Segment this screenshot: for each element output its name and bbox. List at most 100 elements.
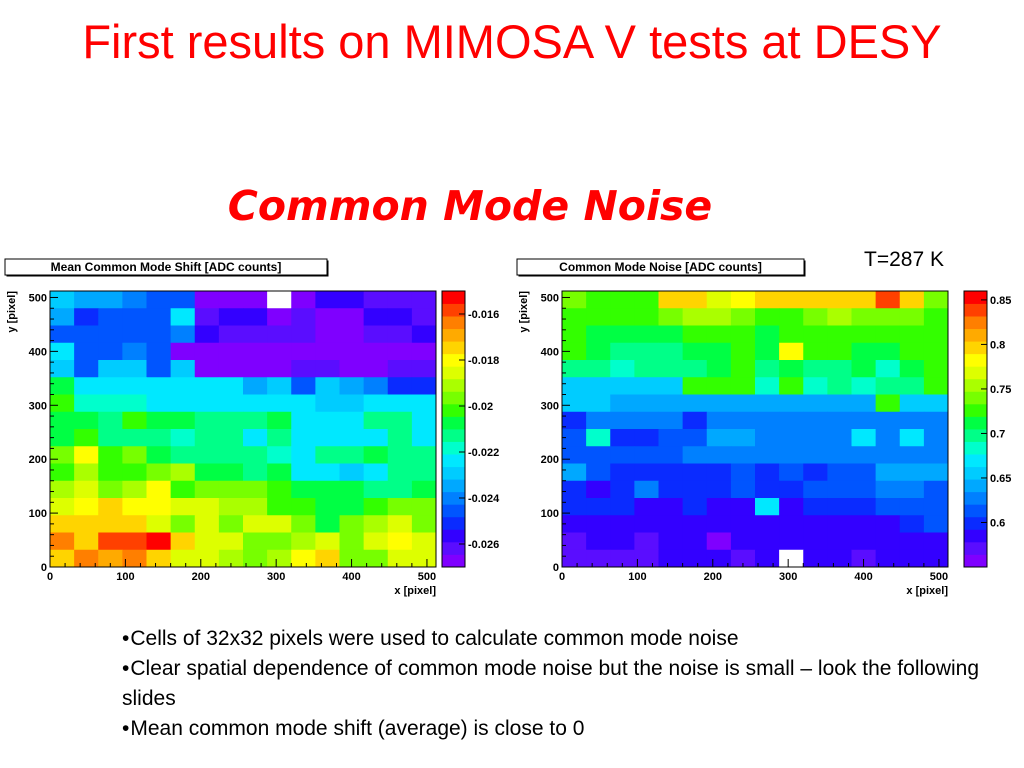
- heatmap-cell: [315, 411, 340, 430]
- y-tick-label: 100: [29, 508, 47, 520]
- heatmap-cell: [146, 377, 172, 395]
- heatmap-cell: [923, 429, 949, 447]
- heatmap-cell: [562, 411, 587, 430]
- heatmap-cell: [682, 429, 708, 447]
- palette-tick-label: -0.016: [468, 309, 499, 321]
- heatmap-cell: [267, 480, 292, 499]
- heatmap-cell: [755, 446, 780, 464]
- heatmap-cell: [363, 291, 389, 309]
- heatmap-cell: [803, 446, 828, 464]
- heatmap-cell: [122, 377, 147, 395]
- palette-tick-label: -0.024: [468, 493, 500, 505]
- heatmap-cell: [851, 342, 877, 361]
- heatmap-cell: [755, 429, 780, 447]
- bullet-list: •Cells of 32x32 pixels were used to calc…: [122, 624, 982, 744]
- heatmap-cell: [610, 515, 635, 533]
- palette-swatch: [964, 328, 987, 342]
- heatmap-cell: [98, 429, 123, 447]
- heatmap-cell: [610, 308, 635, 326]
- heatmap-cell: [50, 360, 75, 378]
- heatmap-cell: [875, 549, 901, 568]
- heatmap-cell: [610, 377, 635, 395]
- heatmap-cell: [730, 515, 756, 533]
- heatmap-cell: [146, 291, 172, 309]
- heatmap-cell: [586, 394, 611, 413]
- heatmap-cell: [875, 480, 901, 499]
- heatmap-cell: [122, 394, 147, 413]
- heatmap-cell: [610, 291, 635, 309]
- heatmap-cell: [363, 325, 389, 344]
- heatmap-cell: [634, 411, 659, 430]
- heatmap-cell: [243, 549, 268, 568]
- heatmap-cell: [682, 377, 708, 395]
- heatmap-cell: [755, 532, 780, 551]
- heatmap-cell: [267, 325, 292, 344]
- heatmap-cell: [851, 377, 877, 395]
- palette-swatch: [964, 341, 987, 355]
- heatmap-cell: [170, 446, 196, 464]
- heatmap-cell: [706, 429, 732, 447]
- heatmap-cell: [851, 532, 877, 551]
- heatmap-cell: [899, 360, 925, 378]
- y-tick-label: 0: [41, 562, 47, 574]
- plot-frame: [561, 290, 949, 568]
- heatmap-cell: [387, 325, 413, 344]
- heatmap-cell: [610, 342, 635, 361]
- heatmap-cell: [194, 394, 220, 413]
- heatmap-cell: [706, 377, 732, 395]
- heatmap-cell: [339, 498, 365, 516]
- palette-swatch: [442, 429, 465, 442]
- heatmap-cell: [706, 498, 732, 516]
- heatmap-cell: [562, 377, 587, 395]
- bullet-item: •Clear spatial dependence of common mode…: [122, 657, 980, 710]
- palette-swatch: [442, 378, 465, 392]
- heatmap-cell: [875, 291, 901, 309]
- heatmap-cell: [267, 342, 292, 361]
- heatmap-cell: [851, 549, 877, 568]
- y-axis-label: y [pixel]: [518, 291, 530, 333]
- heatmap-cell: [50, 308, 75, 326]
- heatmap-cell: [411, 308, 437, 326]
- heatmap-cell: [411, 411, 437, 430]
- title-box: [516, 258, 805, 276]
- heatmap-cell: [875, 498, 901, 516]
- heatmap-cell: [586, 498, 611, 516]
- heatmap-cell: [339, 429, 365, 447]
- palette-swatch: [442, 504, 465, 518]
- heatmap-cell: [218, 342, 244, 361]
- heatmap-cell: [658, 342, 684, 361]
- heatmap-cell: [803, 377, 828, 395]
- heatmap-cell: [730, 532, 756, 551]
- heatmap-cell: [291, 515, 316, 533]
- heatmap-cell: [315, 532, 340, 551]
- slide-title: First results on MIMOSA V tests at DESY: [82, 15, 942, 68]
- heatmap-cell: [363, 532, 389, 551]
- heatmap-cell: [706, 411, 732, 430]
- heatmap-cell: [923, 325, 949, 344]
- title-box: [4, 258, 328, 276]
- heatmap-cell: [363, 463, 389, 482]
- heatmap-cell: [610, 429, 635, 447]
- heatmap-cell: [827, 342, 852, 361]
- heatmap-cell: [98, 515, 123, 533]
- heatmap-cell: [267, 515, 292, 533]
- heatmap-cell: [706, 325, 732, 344]
- heatmap-cell: [98, 549, 123, 568]
- heatmap-cell: [74, 377, 99, 395]
- heatmap-cell: [658, 515, 684, 533]
- heatmap-cell: [387, 532, 413, 551]
- heatmap-cell: [562, 429, 587, 447]
- heatmap-cell: [586, 463, 611, 482]
- heatmap-cell: [682, 308, 708, 326]
- x-tick-label: 400: [342, 571, 360, 583]
- palette-swatch: [442, 441, 465, 455]
- heatmap-cell: [779, 394, 804, 413]
- heatmap-cell: [779, 325, 804, 344]
- palette-swatch: [442, 554, 465, 568]
- x-tick-label: 100: [116, 571, 134, 583]
- heatmap-cell: [923, 291, 949, 309]
- heatmap-cell: [586, 325, 611, 344]
- heatmap-cell: [610, 446, 635, 464]
- heatmap-cell: [923, 308, 949, 326]
- heatmap-cell: [562, 463, 587, 482]
